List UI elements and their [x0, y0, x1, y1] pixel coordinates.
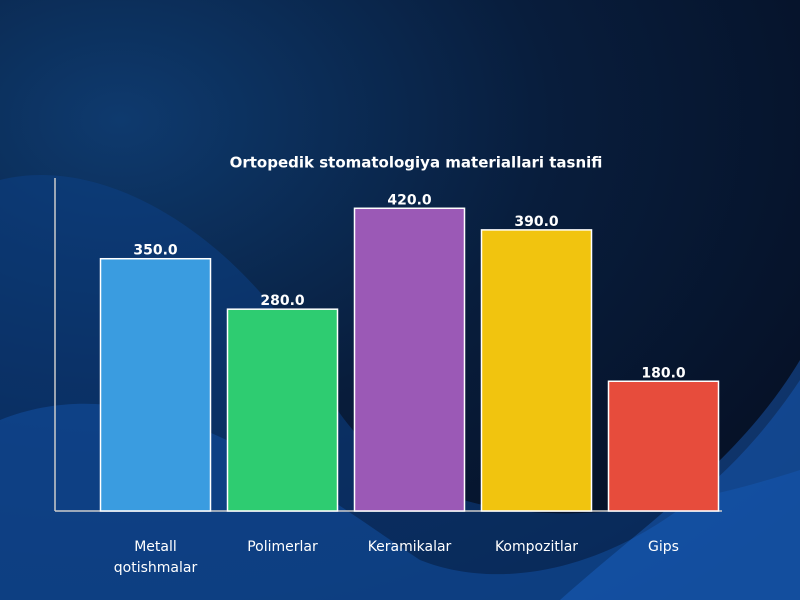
x-tick-label: Polimerlar [247, 539, 318, 555]
bar [226, 308, 339, 512]
bar [353, 207, 466, 512]
bar [607, 380, 720, 512]
value-label: 280.0 [260, 293, 305, 309]
chart-title: Ortopedik stomatologiya materiallari tas… [230, 154, 603, 172]
x-tick-label: Keramikalar [367, 539, 452, 555]
bar [480, 229, 593, 512]
x-tick-label: Metall qotishmalar [113, 539, 198, 576]
value-label: 180.0 [641, 365, 686, 381]
x-tick-label: Kompozitlar [494, 539, 579, 555]
value-label: 420.0 [387, 192, 432, 208]
value-label: 390.0 [514, 214, 559, 230]
value-label: 350.0 [133, 243, 178, 259]
bar [99, 257, 212, 512]
x-tick-label: Gips [648, 539, 679, 555]
